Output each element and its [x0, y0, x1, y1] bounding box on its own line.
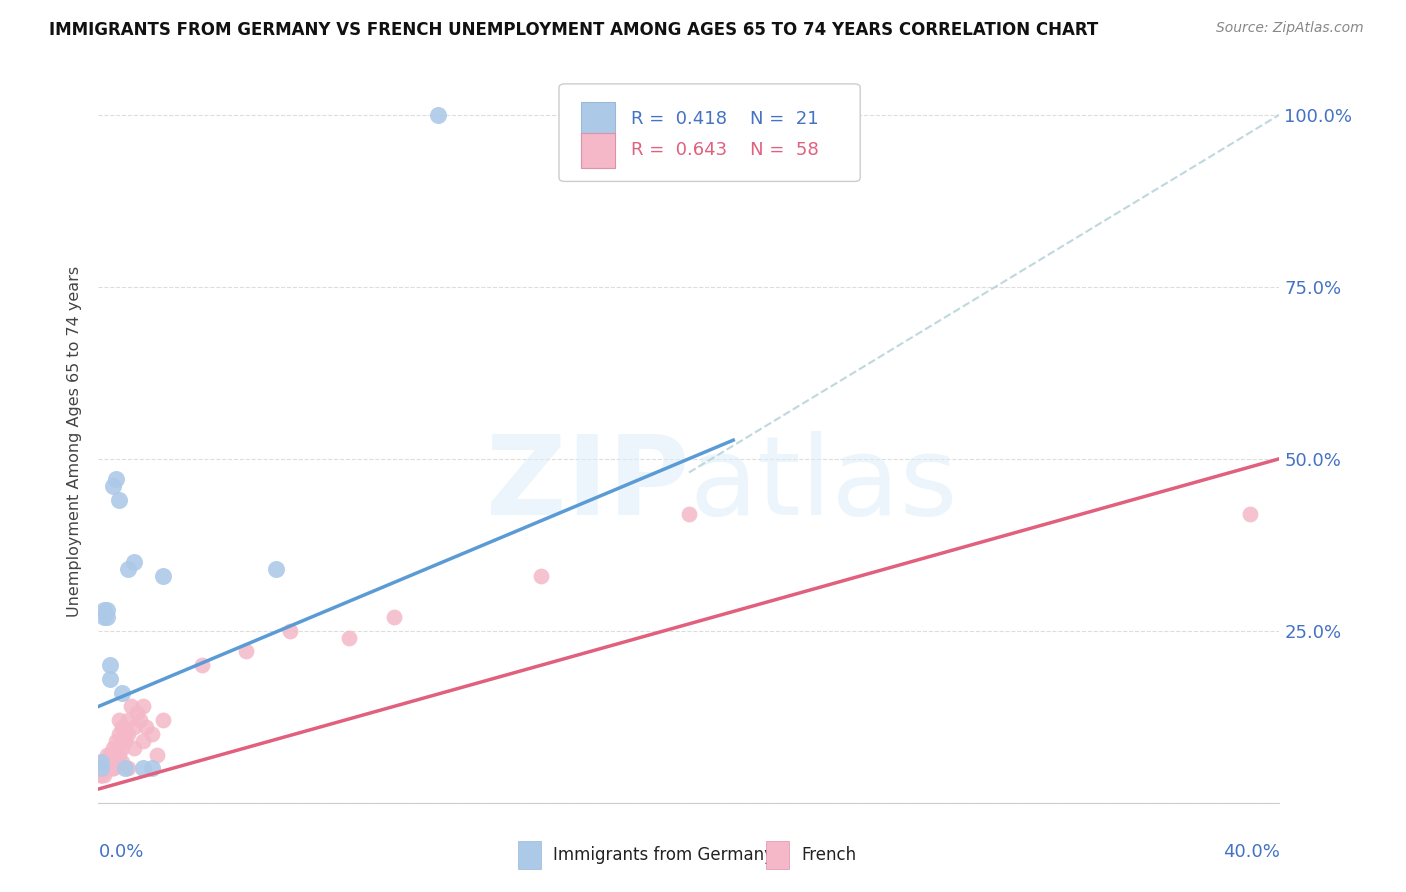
Point — [152, 713, 174, 727]
Point — [90, 768, 112, 782]
Point — [132, 699, 155, 714]
Point — [103, 761, 125, 775]
Point — [146, 747, 169, 762]
Point — [93, 768, 115, 782]
Point — [111, 740, 134, 755]
Point — [117, 761, 139, 775]
Point — [98, 755, 121, 769]
Point — [96, 755, 118, 769]
Point — [96, 755, 118, 769]
Point — [93, 755, 115, 769]
FancyBboxPatch shape — [582, 133, 614, 168]
Text: French: French — [801, 846, 856, 863]
Point — [96, 761, 118, 775]
Point — [98, 658, 121, 673]
Point — [111, 755, 134, 769]
Point — [105, 734, 128, 748]
Point — [111, 686, 134, 700]
Point — [280, 624, 302, 638]
Point — [339, 631, 361, 645]
Point — [132, 761, 155, 775]
Point — [1239, 507, 1261, 521]
Point — [93, 610, 115, 624]
Point — [93, 761, 115, 775]
Point — [93, 755, 115, 769]
Text: 40.0%: 40.0% — [1223, 843, 1279, 861]
Point — [117, 562, 139, 576]
Point — [128, 713, 150, 727]
Point — [264, 562, 287, 576]
Point — [132, 734, 155, 748]
Point — [111, 720, 134, 734]
Point — [678, 507, 700, 521]
Point — [152, 568, 174, 582]
Point — [108, 747, 131, 762]
Point — [90, 761, 112, 775]
Point — [90, 768, 112, 782]
Point — [93, 761, 115, 775]
Text: IMMIGRANTS FROM GERMANY VS FRENCH UNEMPLOYMENT AMONG AGES 65 TO 74 YEARS CORRELA: IMMIGRANTS FROM GERMANY VS FRENCH UNEMPL… — [49, 21, 1098, 38]
Point — [141, 727, 163, 741]
Point — [382, 610, 405, 624]
Text: Source: ZipAtlas.com: Source: ZipAtlas.com — [1216, 21, 1364, 35]
Text: ZIP: ZIP — [485, 432, 689, 539]
Point — [122, 555, 145, 569]
Y-axis label: Unemployment Among Ages 65 to 74 years: Unemployment Among Ages 65 to 74 years — [67, 266, 83, 617]
Point — [117, 727, 139, 741]
Point — [90, 761, 112, 775]
Text: 0.0%: 0.0% — [98, 843, 143, 861]
Point — [105, 740, 128, 755]
Point — [96, 603, 118, 617]
FancyBboxPatch shape — [560, 84, 860, 181]
Point — [105, 755, 128, 769]
Point — [90, 755, 112, 769]
Point — [98, 761, 121, 775]
Point — [235, 644, 257, 658]
Point — [98, 672, 121, 686]
Point — [103, 755, 125, 769]
Text: atlas: atlas — [689, 432, 957, 539]
Point — [108, 727, 131, 741]
Point — [141, 761, 163, 775]
Text: R =  0.643    N =  58: R = 0.643 N = 58 — [631, 141, 818, 160]
Point — [103, 479, 125, 493]
Point — [114, 761, 136, 775]
Point — [96, 747, 118, 762]
Point — [90, 768, 112, 782]
Point — [530, 568, 553, 582]
Point — [90, 761, 112, 775]
Point — [114, 734, 136, 748]
Point — [96, 761, 118, 775]
FancyBboxPatch shape — [582, 102, 614, 136]
Text: R =  0.418    N =  21: R = 0.418 N = 21 — [631, 111, 818, 128]
Point — [96, 610, 118, 624]
Point — [117, 713, 139, 727]
Point — [427, 108, 450, 122]
Point — [135, 720, 157, 734]
FancyBboxPatch shape — [766, 841, 789, 869]
Point — [98, 761, 121, 775]
Point — [90, 755, 112, 769]
Point — [98, 747, 121, 762]
Point — [114, 727, 136, 741]
Point — [678, 108, 700, 122]
Text: Immigrants from Germany: Immigrants from Germany — [553, 846, 775, 863]
Point — [103, 761, 125, 775]
Point — [122, 720, 145, 734]
Point — [122, 740, 145, 755]
Point — [105, 472, 128, 486]
Point — [125, 706, 148, 721]
Point — [108, 713, 131, 727]
Point — [120, 699, 142, 714]
Point — [108, 493, 131, 508]
FancyBboxPatch shape — [517, 841, 541, 869]
Point — [93, 603, 115, 617]
Point — [103, 740, 125, 755]
Point — [191, 658, 214, 673]
Point — [90, 761, 112, 775]
